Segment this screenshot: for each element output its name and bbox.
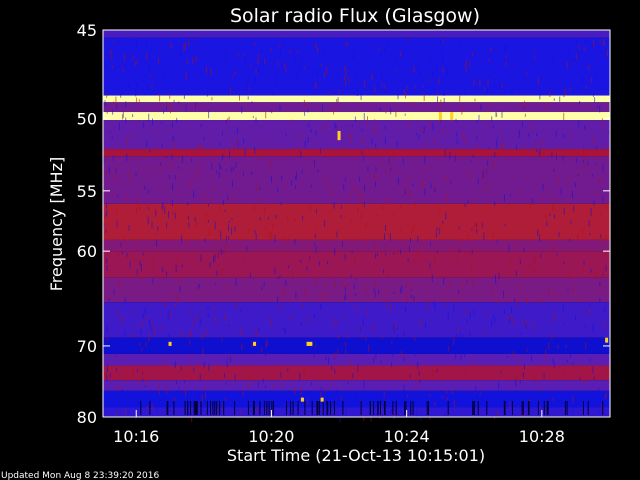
updated-timestamp: Updated Mon Aug 8 23:39:20 2016 xyxy=(1,471,159,480)
x-tick-label-1: 10:20 xyxy=(248,427,294,446)
y-tick-label-5: 80 xyxy=(77,408,97,427)
band-7 xyxy=(103,156,610,204)
x-tick-label-2: 10:24 xyxy=(384,427,430,446)
y-axis-title: Frequency [MHz] xyxy=(47,157,66,291)
burst-1 xyxy=(438,112,442,121)
band-13 xyxy=(103,337,610,354)
band-0 xyxy=(103,30,610,38)
bottom-dropouts xyxy=(140,401,604,415)
chart-title: Solar radio Flux (Glasgow) xyxy=(230,5,480,27)
burst-5 xyxy=(168,341,172,346)
band-11 xyxy=(103,277,610,303)
x-tick-label-3: 10:28 xyxy=(519,427,565,446)
band-4 xyxy=(103,112,610,121)
y-tick-label-1: 50 xyxy=(77,109,97,128)
plot-frame xyxy=(102,29,611,418)
band-6 xyxy=(103,149,610,157)
band-1 xyxy=(103,37,610,96)
band-15 xyxy=(103,365,610,381)
noise-texture xyxy=(103,38,611,423)
burst-2 xyxy=(450,112,454,121)
burst-8 xyxy=(320,397,324,402)
y-tick-label-2: 55 xyxy=(77,182,97,201)
band-16 xyxy=(103,380,610,391)
burst-0 xyxy=(337,130,341,141)
band-5 xyxy=(103,120,610,150)
burst-6 xyxy=(253,341,257,346)
band-18 xyxy=(103,407,610,417)
burst-7 xyxy=(300,397,304,402)
burst-9 xyxy=(605,337,609,343)
x-tick-label-0: 10:16 xyxy=(113,427,159,446)
axes: 45 50 55 60 70 80 10:16 10:20 10:24 10:28 xyxy=(77,21,611,446)
burst-3 xyxy=(306,341,310,346)
x-axis-title: Start Time (21-Oct-13 10:15:01) xyxy=(227,446,485,465)
y-tick-label-0: 45 xyxy=(77,21,97,40)
band-10 xyxy=(103,251,610,278)
y-tick-label-4: 70 xyxy=(77,337,97,356)
band-2 xyxy=(103,95,610,103)
band-14 xyxy=(103,353,610,366)
plot-area xyxy=(103,30,611,423)
y-tick-label-3: 60 xyxy=(77,242,97,261)
burst-4 xyxy=(309,341,313,346)
band-12 xyxy=(103,302,610,338)
band-8 xyxy=(103,203,610,240)
band-17 xyxy=(103,390,610,408)
band-9 xyxy=(103,239,610,252)
band-3 xyxy=(103,102,610,113)
